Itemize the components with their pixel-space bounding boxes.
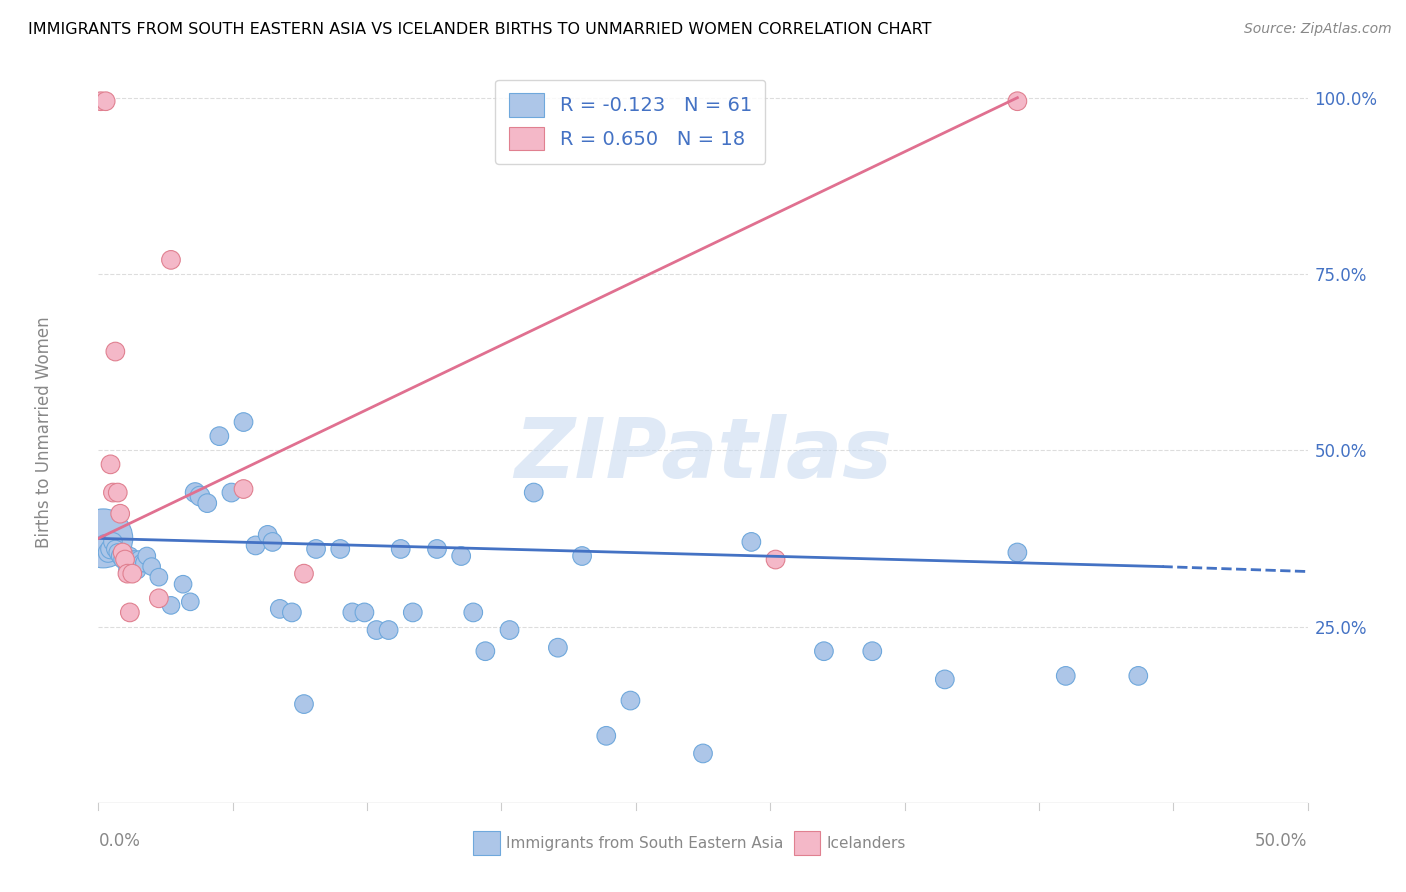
- Point: [571, 549, 593, 563]
- Point: [292, 697, 315, 711]
- Point: [450, 549, 472, 563]
- Point: [377, 623, 399, 637]
- Point: [474, 644, 496, 658]
- Point: [107, 485, 129, 500]
- Point: [127, 563, 149, 577]
- Bar: [474, 831, 501, 855]
- Legend: R = -0.123   N = 61, R = 0.650   N = 18: R = -0.123 N = 61, R = 0.650 N = 18: [495, 79, 765, 164]
- Point: [329, 541, 352, 556]
- Point: [179, 595, 201, 609]
- Point: [292, 566, 315, 581]
- Point: [692, 747, 714, 761]
- Point: [1007, 545, 1029, 559]
- Point: [595, 729, 617, 743]
- Point: [108, 549, 131, 563]
- Point: [498, 623, 520, 637]
- Text: Births to Unmarried Women: Births to Unmarried Women: [35, 317, 53, 549]
- Text: 0.0%: 0.0%: [98, 832, 141, 850]
- Point: [813, 644, 835, 658]
- Point: [90, 94, 112, 108]
- Point: [547, 640, 569, 655]
- Point: [134, 556, 156, 570]
- Point: [172, 577, 194, 591]
- Point: [160, 252, 183, 267]
- Point: [860, 644, 883, 658]
- Text: Icelanders: Icelanders: [827, 836, 905, 851]
- Point: [118, 606, 141, 620]
- Point: [160, 599, 183, 613]
- Point: [108, 507, 131, 521]
- Text: Immigrants from South Eastern Asia: Immigrants from South Eastern Asia: [506, 836, 783, 851]
- Point: [426, 541, 449, 556]
- Point: [121, 552, 143, 566]
- Point: [117, 563, 139, 577]
- Point: [107, 545, 129, 559]
- Point: [245, 538, 267, 552]
- Point: [124, 552, 146, 566]
- Point: [114, 552, 136, 566]
- Point: [221, 485, 243, 500]
- Point: [148, 570, 170, 584]
- Point: [184, 485, 207, 500]
- Point: [523, 485, 546, 500]
- Point: [97, 545, 120, 559]
- Point: [135, 549, 157, 563]
- Point: [256, 528, 278, 542]
- Point: [305, 541, 328, 556]
- Point: [934, 673, 956, 687]
- Point: [1054, 669, 1077, 683]
- Point: [111, 552, 134, 566]
- Point: [353, 606, 375, 620]
- Point: [208, 429, 231, 443]
- Point: [111, 545, 134, 559]
- Point: [91, 532, 114, 546]
- Text: ZIPatlas: ZIPatlas: [515, 414, 891, 495]
- Point: [402, 606, 425, 620]
- Point: [281, 606, 304, 620]
- Point: [389, 541, 412, 556]
- Point: [342, 606, 364, 620]
- Point: [101, 535, 124, 549]
- Point: [232, 415, 254, 429]
- Point: [740, 535, 762, 549]
- Point: [366, 623, 388, 637]
- Point: [104, 344, 127, 359]
- Point: [94, 538, 117, 552]
- Point: [232, 482, 254, 496]
- Point: [94, 94, 117, 108]
- Point: [619, 693, 641, 707]
- Point: [195, 496, 218, 510]
- Text: Source: ZipAtlas.com: Source: ZipAtlas.com: [1244, 22, 1392, 37]
- Point: [128, 552, 150, 566]
- Point: [141, 559, 163, 574]
- Point: [100, 541, 122, 556]
- Text: 50.0%: 50.0%: [1256, 832, 1308, 850]
- Point: [121, 566, 143, 581]
- Point: [463, 606, 485, 620]
- Point: [262, 535, 284, 549]
- Point: [148, 591, 170, 606]
- Point: [188, 489, 211, 503]
- Point: [117, 566, 139, 581]
- Point: [765, 552, 787, 566]
- Point: [104, 541, 127, 556]
- Bar: [793, 831, 820, 855]
- Point: [1007, 94, 1029, 108]
- Point: [1128, 669, 1150, 683]
- Point: [131, 556, 153, 570]
- Point: [100, 458, 122, 472]
- Point: [118, 549, 141, 563]
- Point: [101, 485, 124, 500]
- Point: [269, 602, 291, 616]
- Text: IMMIGRANTS FROM SOUTH EASTERN ASIA VS ICELANDER BIRTHS TO UNMARRIED WOMEN CORREL: IMMIGRANTS FROM SOUTH EASTERN ASIA VS IC…: [28, 22, 932, 37]
